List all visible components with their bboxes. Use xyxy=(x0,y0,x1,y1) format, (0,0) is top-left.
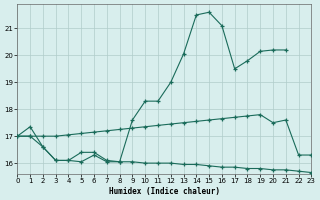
X-axis label: Humidex (Indice chaleur): Humidex (Indice chaleur) xyxy=(109,187,220,196)
